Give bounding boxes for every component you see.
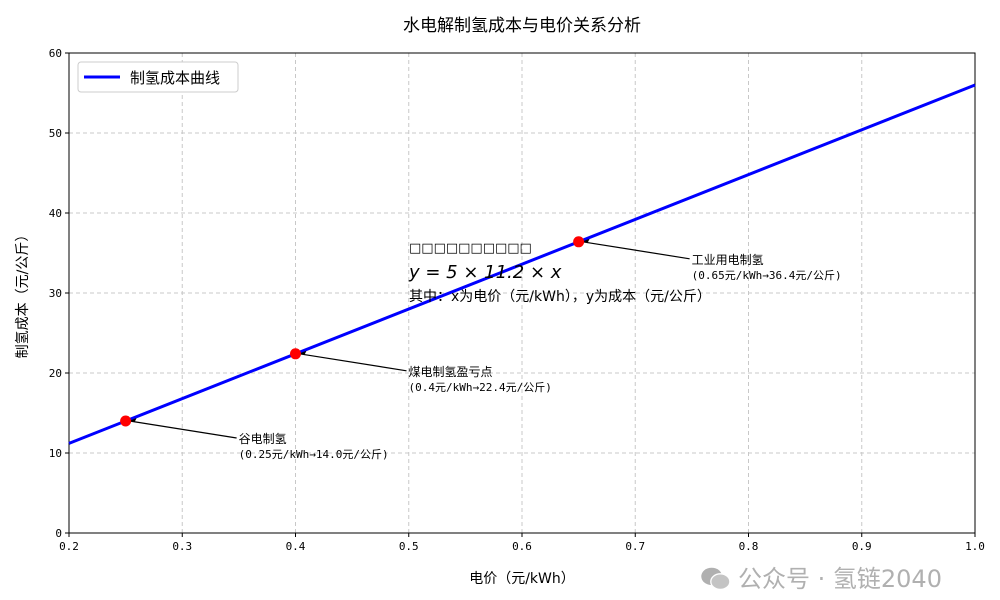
data-point	[120, 415, 132, 427]
x-tick-label: 1.0	[965, 540, 985, 553]
annotation-arrow	[582, 241, 690, 260]
legend-label: 制氢成本曲线	[130, 69, 220, 87]
annotation-arrow	[129, 420, 237, 439]
annotation-detail: (0.65元/kWh→36.4元/公斤)	[692, 269, 842, 282]
x-axis-label: 电价（元/kWh）	[469, 571, 575, 587]
y-tick-label: 10	[49, 447, 62, 460]
legend: 制氢成本曲线	[77, 61, 239, 93]
annotation-arrow	[299, 353, 407, 372]
x-tick-label: 0.7	[625, 540, 645, 553]
annotation-detail: (0.25元/kWh→14.0元/公斤)	[239, 448, 389, 461]
data-point	[290, 348, 301, 360]
y-tick-label: 0	[55, 527, 62, 540]
formula-line2: y = 5 × 11.2 × x	[408, 262, 562, 283]
watermark: 公众号 · 氢链2040	[700, 564, 942, 594]
y-tick-label: 30	[49, 287, 62, 300]
y-tick-label: 40	[49, 207, 62, 220]
x-tick-label: 0.4	[286, 540, 306, 553]
x-tick-label: 0.2	[59, 540, 79, 553]
formula-line3: 其中：x为电价（元/kWh），y为成本（元/公斤）	[409, 289, 711, 305]
formula-line1: □□□□□□□□□□	[409, 241, 532, 256]
y-tick-label: 50	[49, 127, 62, 140]
wechat-icon	[701, 567, 731, 591]
annotation-label: 工业用电制氢	[692, 252, 764, 267]
x-tick-label: 0.3	[172, 540, 192, 553]
data-point	[573, 236, 585, 248]
chart-title: 水电解制氢成本与电价关系分析	[403, 16, 641, 36]
annotation-detail: (0.4元/kWh→22.4元/公斤)	[409, 381, 552, 394]
y-tick-label: 20	[49, 367, 62, 380]
x-tick-label: 0.5	[399, 540, 419, 553]
watermark-text: 公众号 · 氢链2040	[738, 565, 942, 593]
y-tick-label: 60	[49, 47, 62, 60]
series-line	[68, 83, 976, 445]
annotation-label: 谷电制氢	[239, 431, 287, 446]
x-tick-label: 0.6	[512, 540, 532, 553]
x-tick-label: 0.9	[852, 540, 872, 553]
annotation-label: 煤电制氢盈亏点	[409, 364, 493, 379]
y-axis-label: 制氢成本（元/公斤）	[15, 228, 31, 359]
x-tick-label: 0.8	[739, 540, 759, 553]
